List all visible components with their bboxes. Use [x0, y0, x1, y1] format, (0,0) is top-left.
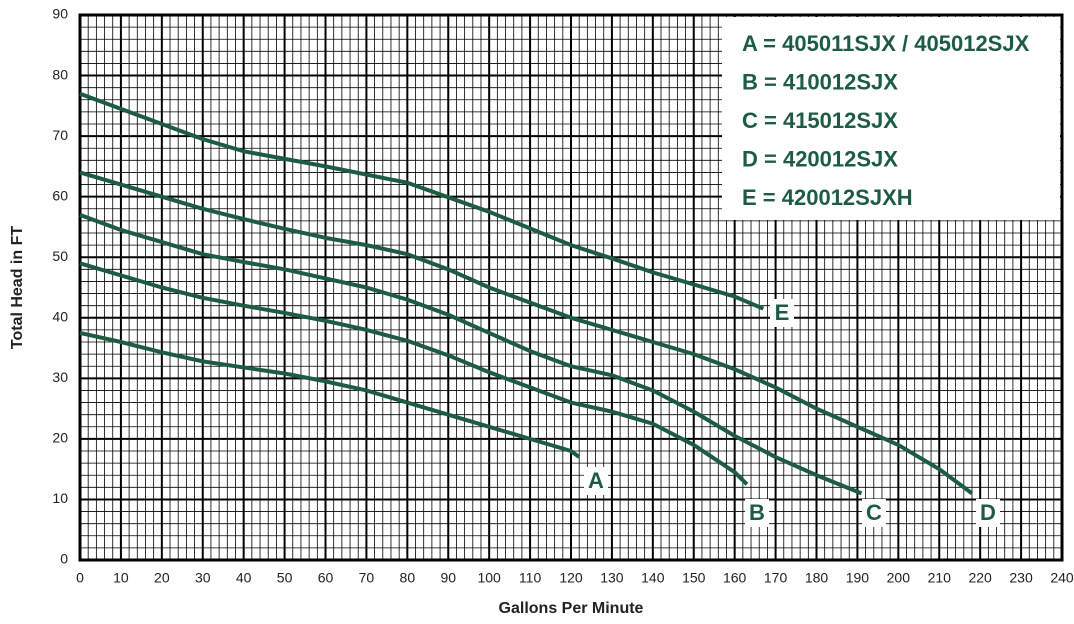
y-tick-label: 20 [52, 430, 68, 446]
x-tick-label: 140 [641, 570, 665, 586]
x-tick-label: 220 [968, 570, 992, 586]
y-axis-title: Total Head in FT [9, 226, 26, 349]
x-tick-label: 190 [846, 570, 870, 586]
legend-entry: A = 405011SJX / 405012SJX [742, 31, 1030, 56]
x-tick-label: 30 [195, 570, 211, 586]
curve [79, 330, 581, 459]
x-tick-label: 160 [723, 570, 747, 586]
x-tick-label: 120 [559, 570, 583, 586]
x-tick-label: 70 [359, 570, 375, 586]
x-tick-label: 180 [805, 570, 829, 586]
x-tick-label: 170 [764, 570, 788, 586]
curve [79, 212, 863, 496]
x-tick-label: 210 [928, 570, 952, 586]
x-tick-label: 80 [400, 570, 416, 586]
y-tick-label: 40 [52, 308, 68, 324]
x-tick-label: 150 [682, 570, 706, 586]
y-tick-label: 10 [52, 490, 68, 506]
legend-entry: D = 420012SJX [742, 146, 898, 171]
curve [79, 91, 765, 311]
y-tick-label: 90 [52, 6, 68, 22]
x-tick-label: 100 [477, 570, 501, 586]
x-tick-label: 40 [236, 570, 252, 586]
y-tick-label: 70 [52, 127, 68, 143]
end-label-bg [770, 299, 794, 327]
end-label: A [588, 468, 604, 493]
curve [79, 261, 749, 486]
x-tick-label: 90 [440, 570, 456, 586]
x-tick-label: 50 [277, 570, 293, 586]
end-label: D [980, 500, 996, 525]
x-tick-label: 60 [318, 570, 334, 586]
x-tick-label: 110 [519, 570, 542, 586]
y-tick-label: 30 [52, 369, 68, 385]
x-tick-label: 130 [600, 570, 624, 586]
curve [79, 170, 974, 495]
legend-entry: B = 410012SJX [742, 69, 898, 94]
y-tick-label: 60 [52, 187, 68, 203]
y-tick-label: 80 [52, 66, 68, 82]
end-label-bg [584, 467, 608, 495]
y-tick-label: 0 [60, 551, 68, 567]
legend-entry: C = 415012SJX [742, 108, 898, 133]
end-label-bg [745, 499, 769, 527]
end-label: C [866, 500, 882, 525]
x-tick-label: 200 [887, 570, 911, 586]
plot-border [78, 13, 1064, 562]
x-tick-label: 240 [1050, 570, 1074, 586]
legend-entry: E = 420012SJXH [742, 185, 913, 210]
x-tick-label: 0 [76, 570, 84, 586]
end-label-bg [862, 499, 886, 527]
y-tick-label: 50 [52, 248, 68, 264]
end-label: B [749, 500, 765, 525]
end-label-bg [976, 499, 1000, 527]
x-axis-title: Gallons Per Minute [499, 600, 644, 617]
end-label: E [775, 300, 790, 325]
x-tick-label: 10 [113, 570, 129, 586]
legend-box [722, 17, 1060, 220]
x-tick-label: 20 [154, 570, 170, 586]
x-tick-label: 230 [1009, 570, 1033, 586]
